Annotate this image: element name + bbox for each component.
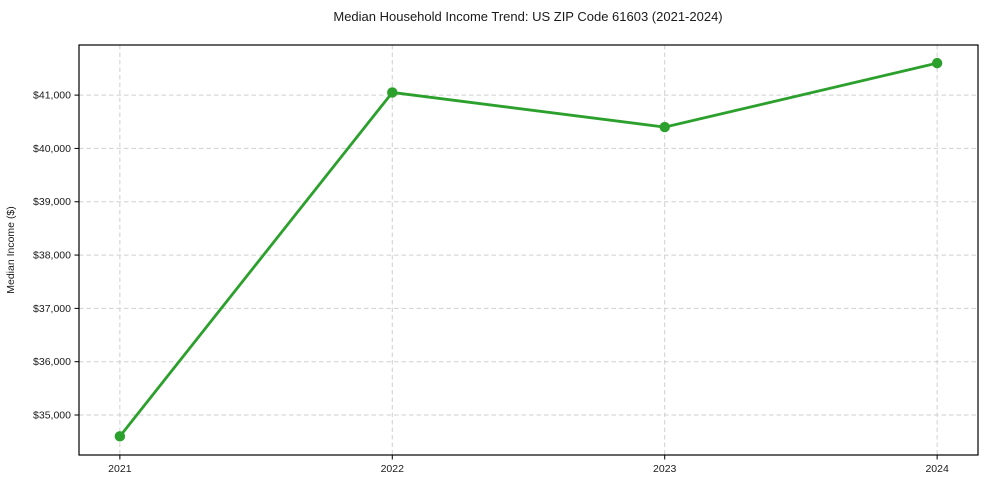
data-point-marker — [931, 57, 943, 69]
plot-layer: $35,000 $36,000 $37,000 $38,000 $39,000 $40,0… — [33, 44, 979, 475]
y-tick-label: $38,000 — [33, 250, 71, 262]
chart-title: Median Household Income Trend: US ZIP Co… — [333, 9, 722, 24]
plot-border — [78, 44, 979, 456]
y-tick-label: $39,000 — [33, 196, 71, 208]
data-point-marker — [659, 121, 670, 133]
data-point-marker — [114, 431, 126, 442]
y-tick-label: $37,000 — [33, 303, 71, 315]
x-tick-label: 2024 — [925, 463, 949, 475]
x-tick-label: 2021 — [108, 463, 132, 475]
y-tick-label: $35,000 — [33, 410, 71, 422]
y-axis-title: Median Income ($) — [5, 206, 17, 294]
x-tick-label: 2023 — [653, 463, 677, 475]
trend-line — [118, 61, 939, 438]
data-point-marker — [387, 87, 398, 98]
x-tick-label: 2022 — [381, 463, 405, 475]
y-tick-label: $40,000 — [33, 143, 71, 155]
y-tick-label: $41,000 — [33, 90, 71, 102]
y-tick-label: $36,000 — [33, 356, 71, 368]
